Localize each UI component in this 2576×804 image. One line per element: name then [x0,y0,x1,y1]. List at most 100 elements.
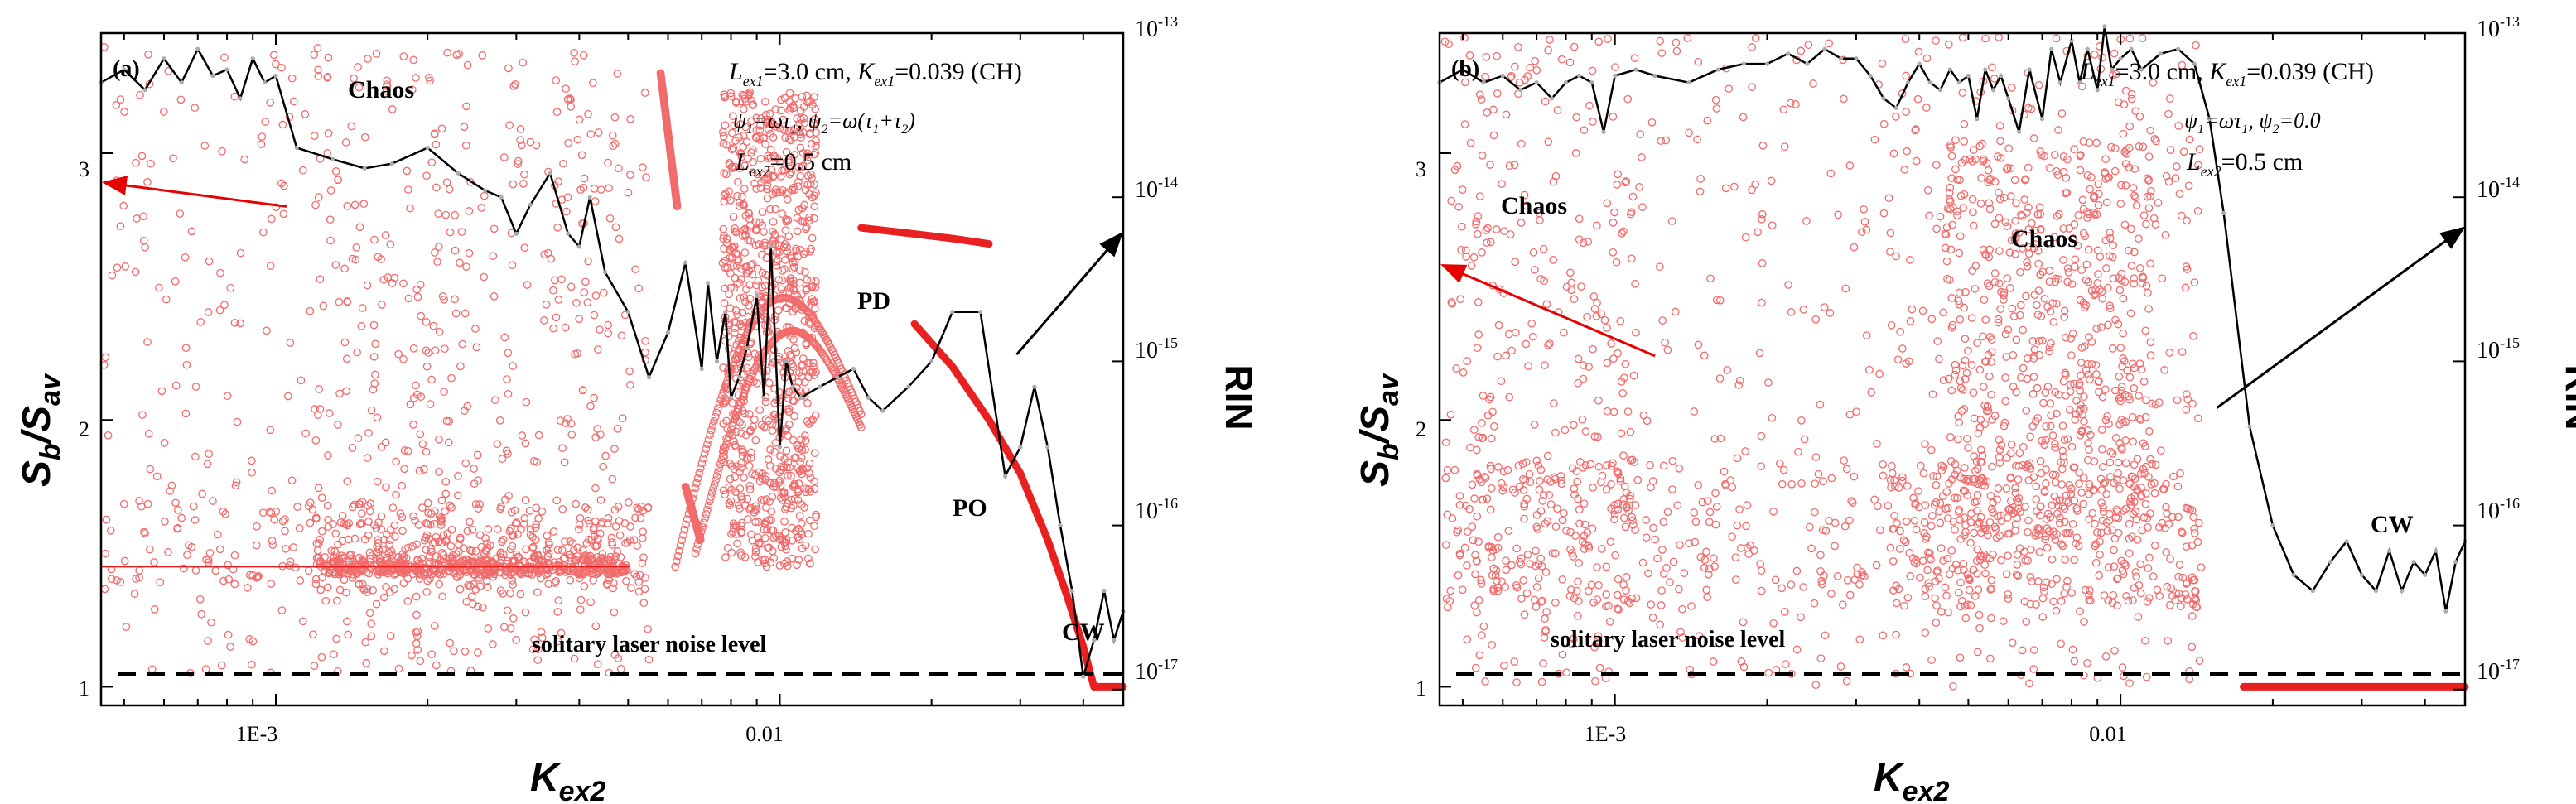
bifurcation-point [691,484,700,493]
bifurcation-point [810,371,818,379]
bifurcation-point [1667,217,1676,225]
bifurcation-point [311,200,320,209]
bifurcation-point [2177,211,2186,220]
bifurcation-point [712,476,720,484]
bifurcation-point [2146,126,2154,135]
bifurcation-point [2045,347,2053,356]
bifurcation-point [338,512,347,520]
bifurcation-point [2131,568,2140,576]
bifurcation-point [1960,119,1969,128]
bifurcation-point [519,520,528,528]
bifurcation-point [532,141,541,150]
bifurcation-point [403,597,412,605]
bifurcation-point [466,581,475,590]
bifurcation-point [1578,537,1587,546]
bifurcation-point [576,595,586,604]
bifurcation-point [769,218,778,226]
bifurcation-point [1609,407,1618,416]
bifurcation-branches-a [100,224,1127,691]
bifurcation-point [720,231,728,240]
bifurcation-point [807,276,816,285]
bifurcation-point [490,292,499,301]
bifurcation-point [1962,368,1971,378]
bifurcation-point [1625,599,1634,608]
bifurcation-point [1526,560,1535,568]
bifurcation-point [2064,498,2073,507]
bifurcation-point [2013,551,2022,559]
bifurcation-point [1473,344,1482,353]
bifurcation-point [1975,365,1985,374]
bifurcation-point [2043,302,2052,311]
bifurcation-point [1478,248,1486,257]
bifurcation-point [1956,535,1966,543]
bifurcation-point [277,179,286,188]
bifurcation-point [177,513,186,522]
bifurcation-point [731,329,739,337]
bifurcation-point [706,431,715,440]
bifurcation-point [1966,518,1975,527]
bifurcation-point [1539,244,1548,253]
bifurcation-point [749,100,758,108]
bifurcation-point [1646,460,1654,469]
bifurcation-point [615,164,623,173]
bifurcation-point [1656,36,1665,46]
bifurcation-point [1548,549,1557,557]
bifurcation-point [2117,276,2126,285]
bifurcation-point [1959,204,1968,212]
bifurcation-point [727,145,736,154]
bifurcation-point [498,455,507,463]
param-line1-a: Lex1=3.0 cm, Kex1=0.039 (CH) [728,58,1022,89]
bifurcation-point [2011,527,2019,535]
bifurcation-point [313,546,322,555]
bifurcation-point [1955,588,1963,597]
bifurcation-point [718,258,727,267]
bifurcation-point [224,630,233,639]
bifurcation-point [493,525,502,533]
bifurcation-point [1971,262,1980,271]
bifurcation-point [726,425,736,434]
bifurcation-point [1609,219,1618,227]
bifurcation-point [1532,583,1541,591]
bifurcation-point [762,110,770,119]
bifurcation-point [1932,161,1941,170]
bifurcation-point [1691,518,1700,527]
bifurcation-point [2008,638,2017,648]
bifurcation-point [160,438,169,447]
bifurcation-point [465,207,474,215]
bifurcation-point [2029,373,2038,382]
bifurcation-point [1890,482,1899,491]
bifurcation-point [1562,527,1570,535]
bifurcation-point [1715,296,1725,305]
bifurcation-point [743,453,752,462]
bifurcation-point [1966,538,1975,547]
bifurcation-point [1850,243,1859,252]
bifurcation-point [1566,527,1575,537]
bifurcation-point [1575,519,1584,528]
bifurcation-point [423,498,432,508]
bifurcation-point [769,190,777,199]
bifurcation-point [733,310,742,319]
rin-tick-exp: -13 [1158,13,1178,30]
bifurcation-point [2052,606,2061,615]
bifurcation-point [1980,561,1990,570]
bifurcation-point [540,250,549,259]
bifurcation-point [1603,359,1612,368]
bifurcation-point [696,464,705,473]
bifurcation-point [2113,601,2121,610]
bifurcation-point [189,502,198,511]
bifurcation-point [1590,432,1599,441]
bifurcation-point [287,476,297,485]
bifurcation-point [2178,348,2187,356]
bifurcation-point [364,55,372,63]
bifurcation-point [1597,545,1606,553]
bifurcation-point [412,592,421,601]
bifurcation-point [121,262,130,271]
bifurcation-point [557,546,567,555]
bifurcation-point [2026,573,2035,581]
bifurcation-point [2168,513,2177,522]
bifurcation-point [2063,155,2072,164]
bifurcation-point [2080,342,2089,351]
bifurcation-point [1958,89,1967,97]
bifurcation-point [1923,185,1932,195]
bifurcation-point [2002,353,2011,361]
